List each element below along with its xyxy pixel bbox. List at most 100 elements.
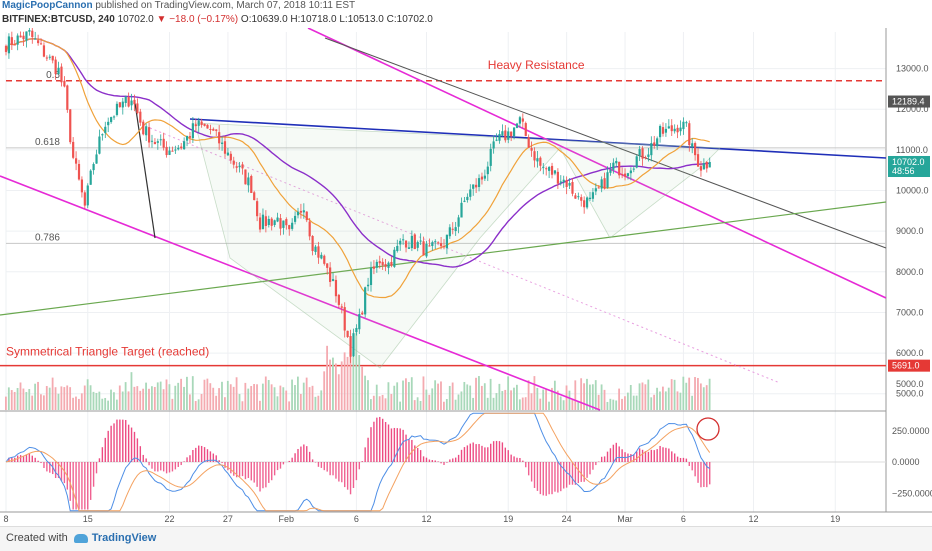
candle-body xyxy=(361,313,363,315)
price-tick-label: 11000.0 xyxy=(896,145,928,155)
candle-body xyxy=(639,149,641,155)
candle-body xyxy=(31,31,33,37)
macd-histogram-bar xyxy=(274,462,275,475)
volume-bar xyxy=(37,382,39,410)
candle-body xyxy=(209,129,211,130)
volume-bar xyxy=(534,376,536,410)
macd-histogram-bar xyxy=(619,446,620,462)
volume-bar xyxy=(224,397,226,410)
candle-body xyxy=(411,236,413,248)
candle-body xyxy=(633,169,635,170)
macd-histogram-bar xyxy=(224,462,225,468)
candle-body xyxy=(20,36,22,38)
macd-histogram-bar xyxy=(37,461,38,462)
volume-bar xyxy=(373,396,375,410)
volume-bar xyxy=(458,395,460,410)
volume-bar xyxy=(119,386,121,410)
macd-histogram-bar xyxy=(674,453,675,462)
macd-histogram-bar xyxy=(233,462,234,476)
author-link[interactable]: MagicPoopCannon xyxy=(0,0,93,11)
candle-body xyxy=(641,148,643,158)
candle-body xyxy=(402,239,404,240)
volume-bar xyxy=(306,378,308,410)
time-tick-label: Feb xyxy=(279,514,295,524)
macd-histogram-bar xyxy=(204,447,205,462)
volume-bar xyxy=(440,381,442,410)
volume-bar xyxy=(136,386,138,410)
candle-body xyxy=(268,219,270,225)
candle-body xyxy=(180,147,182,149)
volume-bar xyxy=(607,402,609,410)
macd-histogram-bar xyxy=(289,461,290,462)
macd-histogram-bar xyxy=(563,462,564,489)
candle-body xyxy=(265,216,267,226)
ohlc-legend: BITFINEX:BTCUSD, 240 10702.0 ▼ −18.0 (−0… xyxy=(2,14,433,26)
candle-body xyxy=(250,176,252,193)
candle-body xyxy=(405,241,407,248)
candle-body xyxy=(113,116,115,117)
volume-bar xyxy=(461,391,463,410)
volume-bar xyxy=(309,387,311,410)
volume-bar xyxy=(382,395,384,410)
price-tick-label: 13000.0 xyxy=(896,64,929,74)
last-price: 10702.0 xyxy=(118,14,154,25)
heavy-resistance-label: Heavy Resistance xyxy=(488,58,585,72)
candle-body xyxy=(627,173,629,176)
macd-histogram-bar xyxy=(537,462,538,491)
volume-bar xyxy=(329,360,331,410)
candle-body xyxy=(487,167,489,175)
candle-body xyxy=(653,142,655,145)
candle-body xyxy=(142,122,144,135)
volume-bar xyxy=(34,384,36,410)
candle-body xyxy=(528,137,530,147)
candle-body xyxy=(110,117,112,122)
volume-bar xyxy=(84,386,86,410)
candle-body xyxy=(449,227,451,236)
volume-bar xyxy=(320,390,322,410)
volume-bar xyxy=(472,398,474,410)
candle-body xyxy=(481,177,483,180)
macd-histogram-bar xyxy=(99,458,100,462)
macd-histogram-bar xyxy=(417,448,418,462)
volume-bar xyxy=(268,380,270,410)
candle-body xyxy=(376,262,378,268)
macd-histogram-bar xyxy=(283,462,284,464)
macd-histogram-bar xyxy=(105,438,106,462)
tradingview-brand[interactable]: TradingView xyxy=(92,532,157,544)
created-with-label: Created with xyxy=(0,532,68,544)
time-tick-label: 15 xyxy=(83,514,93,524)
candle-body xyxy=(189,136,191,138)
volume-bar xyxy=(376,385,378,410)
candle-body xyxy=(609,170,611,173)
volume-bar xyxy=(282,387,284,410)
macd-histogram-bar xyxy=(72,462,73,510)
volume-bar xyxy=(11,390,13,410)
pattern-outline xyxy=(195,123,720,368)
volume-bar xyxy=(66,385,68,410)
candle-body xyxy=(484,176,486,179)
macd-histogram-bar xyxy=(242,462,243,476)
symbol-label[interactable]: BITFINEX:BTCUSD, 240 xyxy=(2,14,115,25)
volume-bar xyxy=(52,378,54,410)
volume-bar xyxy=(554,381,556,410)
candle-body xyxy=(55,60,57,74)
volume-bar xyxy=(279,386,281,410)
macd-histogram-bar xyxy=(370,427,371,462)
volume-bar xyxy=(60,386,62,410)
volume-bar xyxy=(548,402,550,410)
macd-histogram-bar xyxy=(108,431,109,462)
macd-histogram-bar xyxy=(248,462,249,478)
candle-body xyxy=(122,102,124,108)
macd-histogram-bar xyxy=(140,446,141,462)
macd-histogram-bar xyxy=(578,462,579,483)
volume-bar xyxy=(344,352,346,410)
volume-bar xyxy=(685,383,687,410)
volume-bar xyxy=(253,384,255,410)
volume-bar xyxy=(484,383,486,410)
candle-body xyxy=(706,162,708,168)
candle-body xyxy=(168,151,170,155)
volume-bar xyxy=(577,401,579,410)
volume-bar xyxy=(347,357,349,410)
macd-histogram-bar xyxy=(96,462,97,473)
